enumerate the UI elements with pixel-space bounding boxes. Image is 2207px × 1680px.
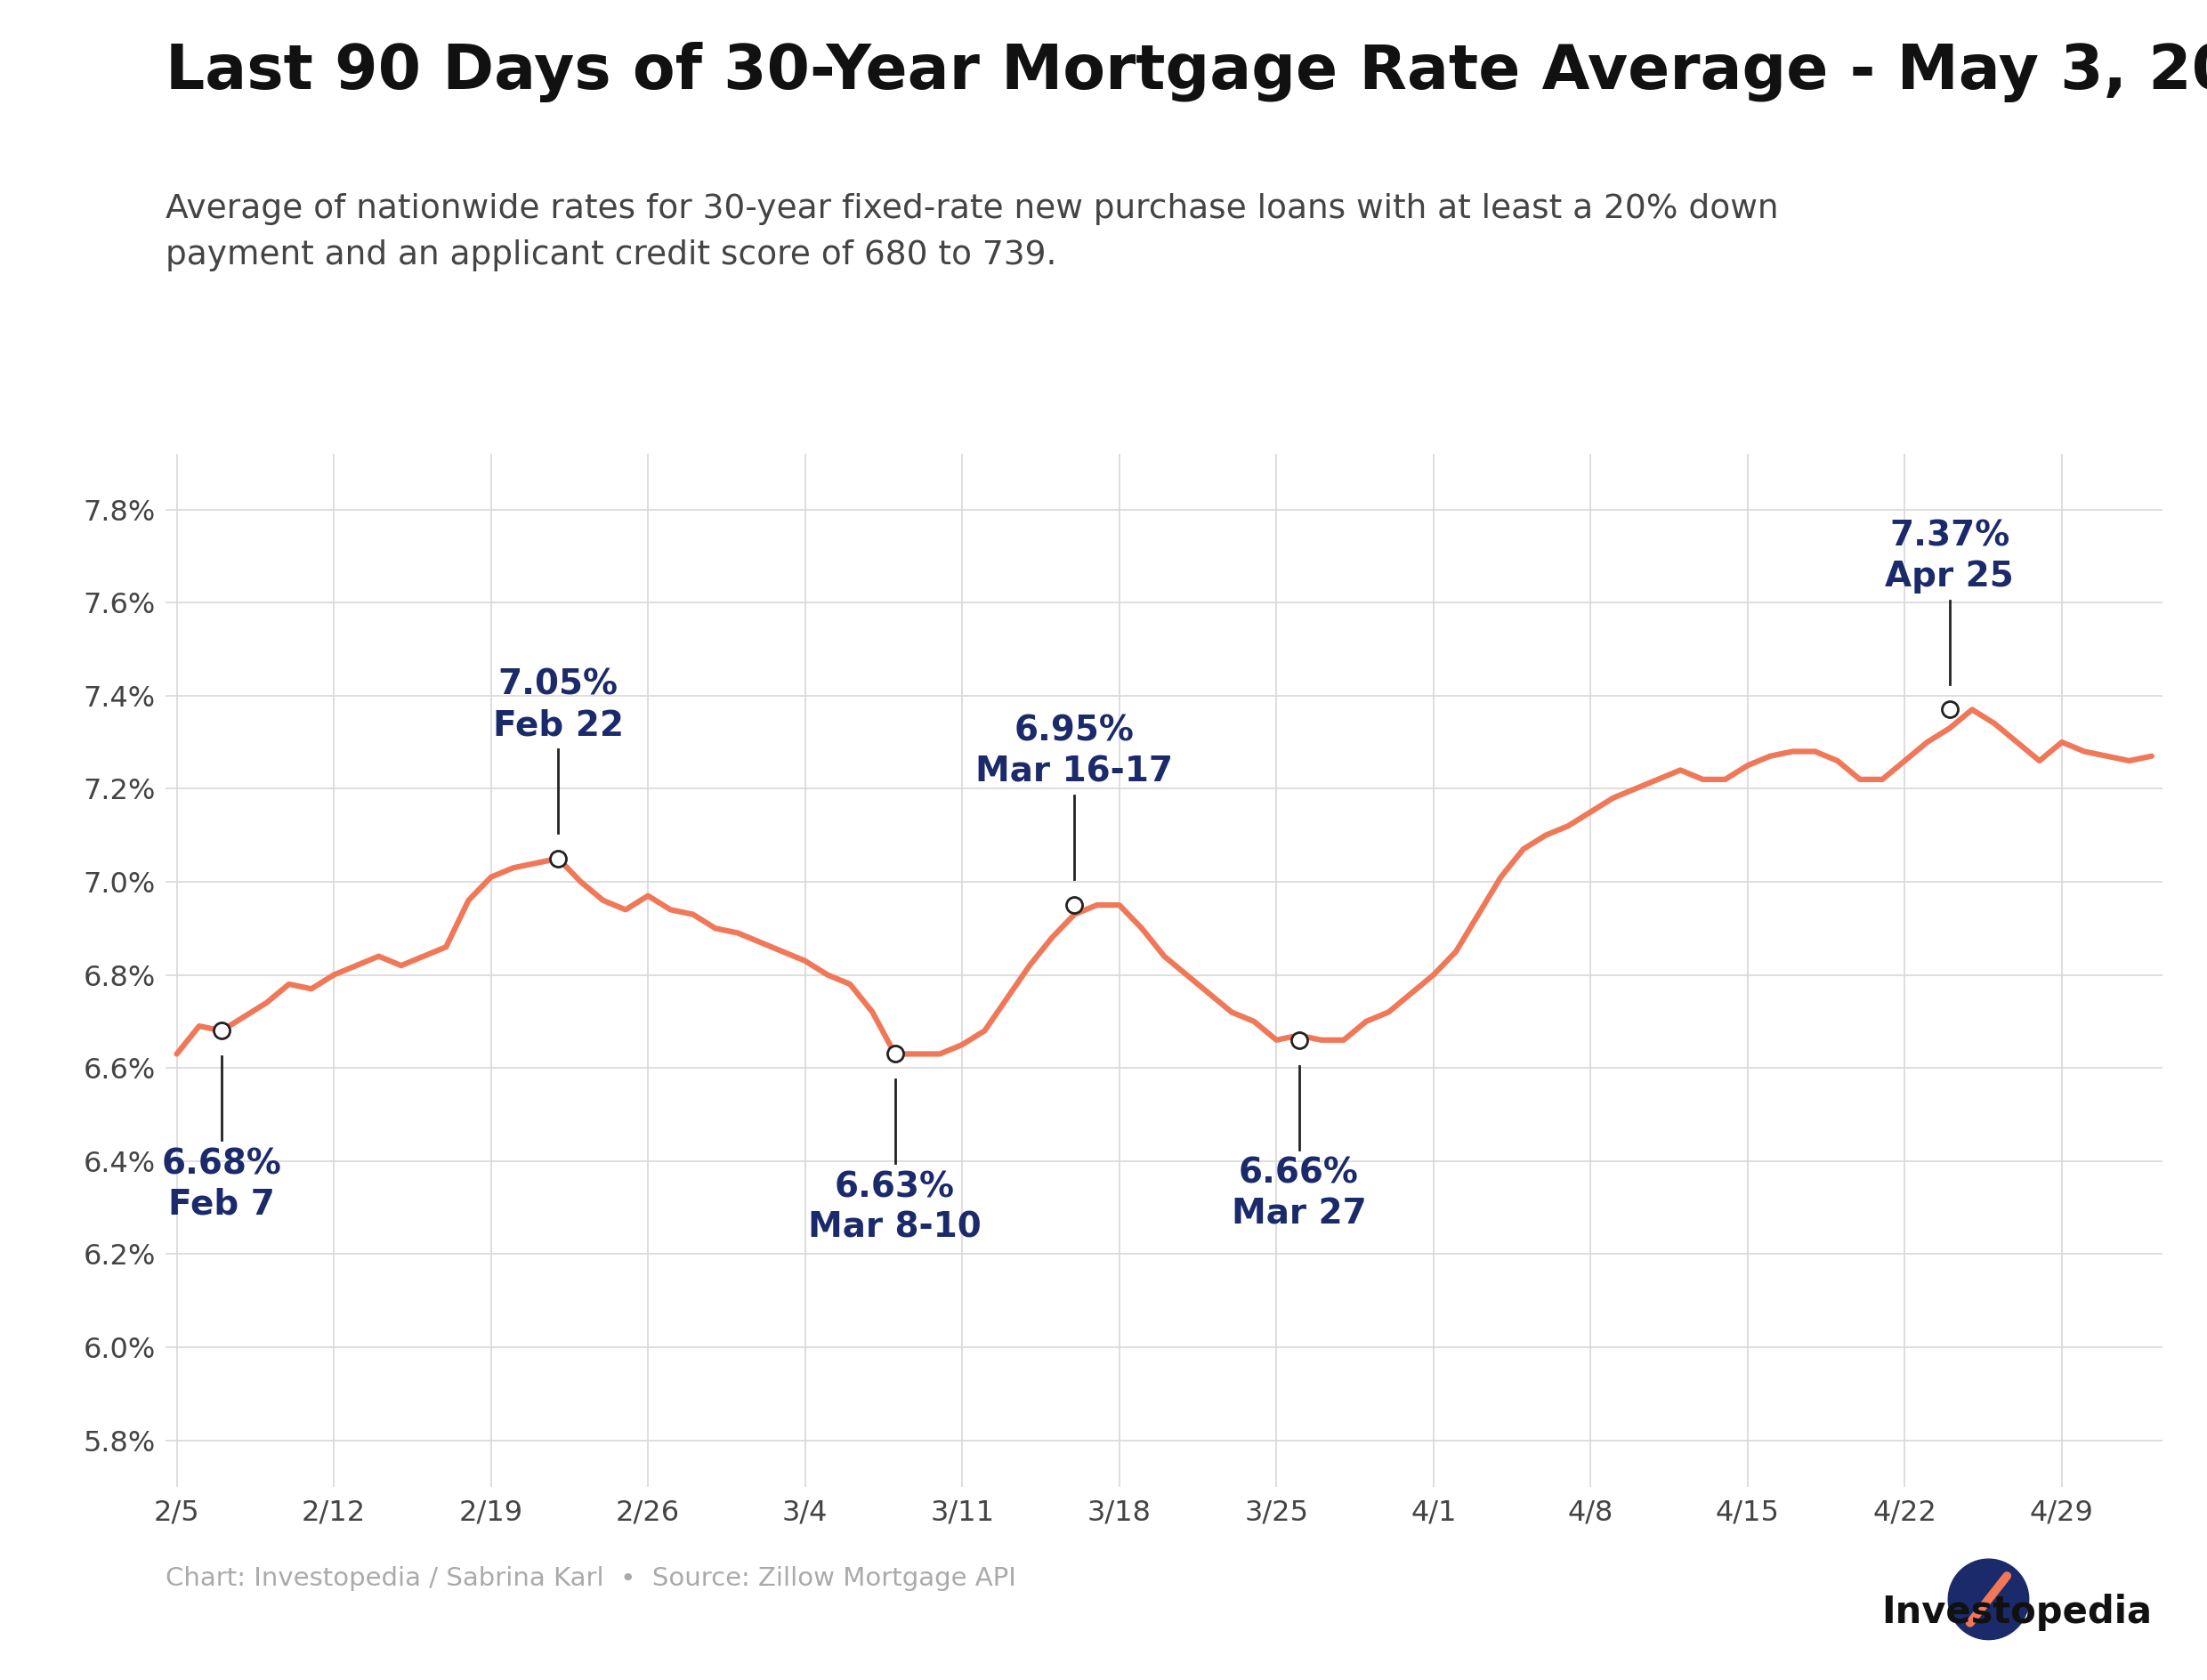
Text: 7.37%
Apr 25: 7.37% Apr 25 [1885,519,2015,593]
Text: Last 90 Days of 30-Year Mortgage Rate Average - May 3, 2024: Last 90 Days of 30-Year Mortgage Rate Av… [166,42,2207,102]
Text: Average of nationwide rates for 30-year fixed-rate new purchase loans with at le: Average of nationwide rates for 30-year … [166,193,1779,270]
Text: 6.63%
Mar 8-10: 6.63% Mar 8-10 [808,1171,982,1245]
Circle shape [1949,1559,2028,1640]
Text: Chart: Investopedia / Sabrina Karl  •  Source: Zillow Mortgage API: Chart: Investopedia / Sabrina Karl • Sou… [166,1566,1015,1591]
Text: Investopedia: Investopedia [1880,1594,2152,1631]
Text: 7.05%
Feb 22: 7.05% Feb 22 [492,669,625,743]
Text: 6.66%
Mar 27: 6.66% Mar 27 [1232,1156,1366,1231]
Text: 6.95%
Mar 16-17: 6.95% Mar 16-17 [975,714,1174,788]
Text: 6.68%
Feb 7: 6.68% Feb 7 [161,1147,282,1221]
